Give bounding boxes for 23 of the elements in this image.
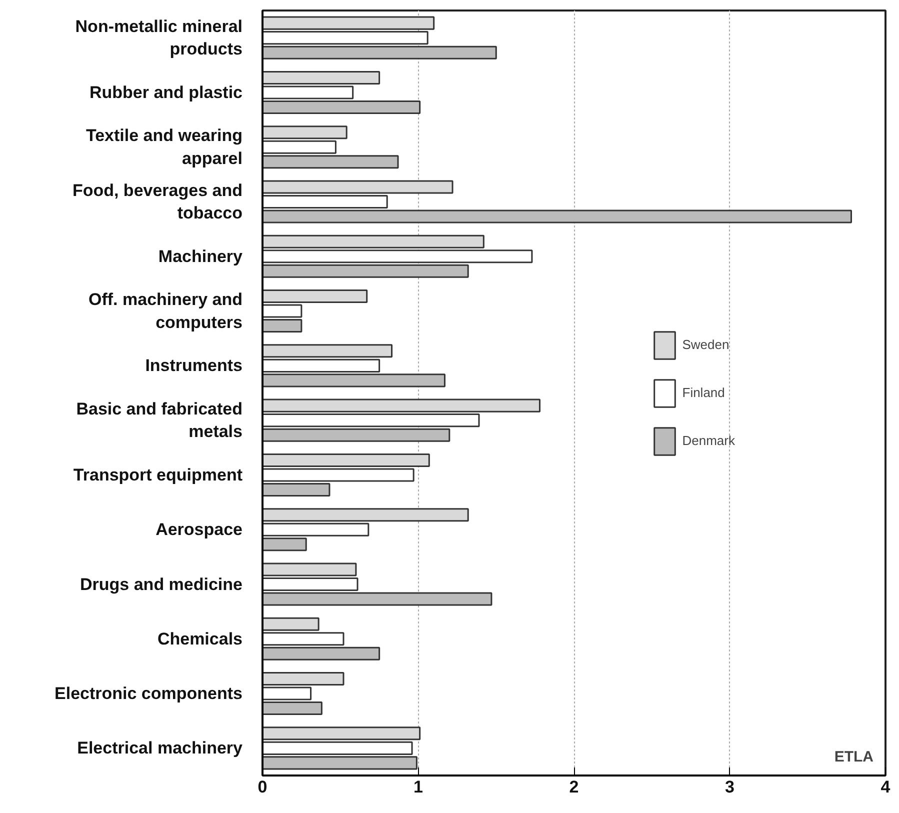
y-tick-label: Food, beverages and tobacco <box>72 180 243 223</box>
y-tick-label: Electrical machinery <box>77 738 244 758</box>
legend-label: Sweden <box>682 337 730 352</box>
y-tick-label: Rubber and plastic <box>89 82 243 102</box>
y-tick-label: Machinery <box>158 246 244 266</box>
x-tick-label: 1 <box>414 778 423 796</box>
x-tick-label: 4 <box>880 778 891 796</box>
y-tick-label: Electronic components <box>54 684 243 704</box>
y-tick-label: Drugs and medicine <box>80 574 243 594</box>
legend-label: Denmark <box>682 433 735 448</box>
x-tick-label: 0 <box>258 778 268 796</box>
y-tick-label: Non-metallic mineral products <box>75 16 243 59</box>
y-tick-label: Aerospace <box>156 520 243 540</box>
y-tick-label: Transport equipment <box>73 465 243 484</box>
x-tick-label: 3 <box>725 778 734 796</box>
legend-label: Finland <box>682 385 725 400</box>
y-tick-label: Chemicals <box>157 629 243 648</box>
x-tick-label: 2 <box>569 778 579 796</box>
annotation: ETLA <box>834 748 874 766</box>
y-tick-label: Textile and wearing apparel <box>86 126 243 168</box>
y-tick-label: Instruments <box>145 356 243 376</box>
y-tick-label: Off. machinery and computers <box>88 290 243 332</box>
y-tick-label: Basic and fabricated metals <box>76 399 243 442</box>
